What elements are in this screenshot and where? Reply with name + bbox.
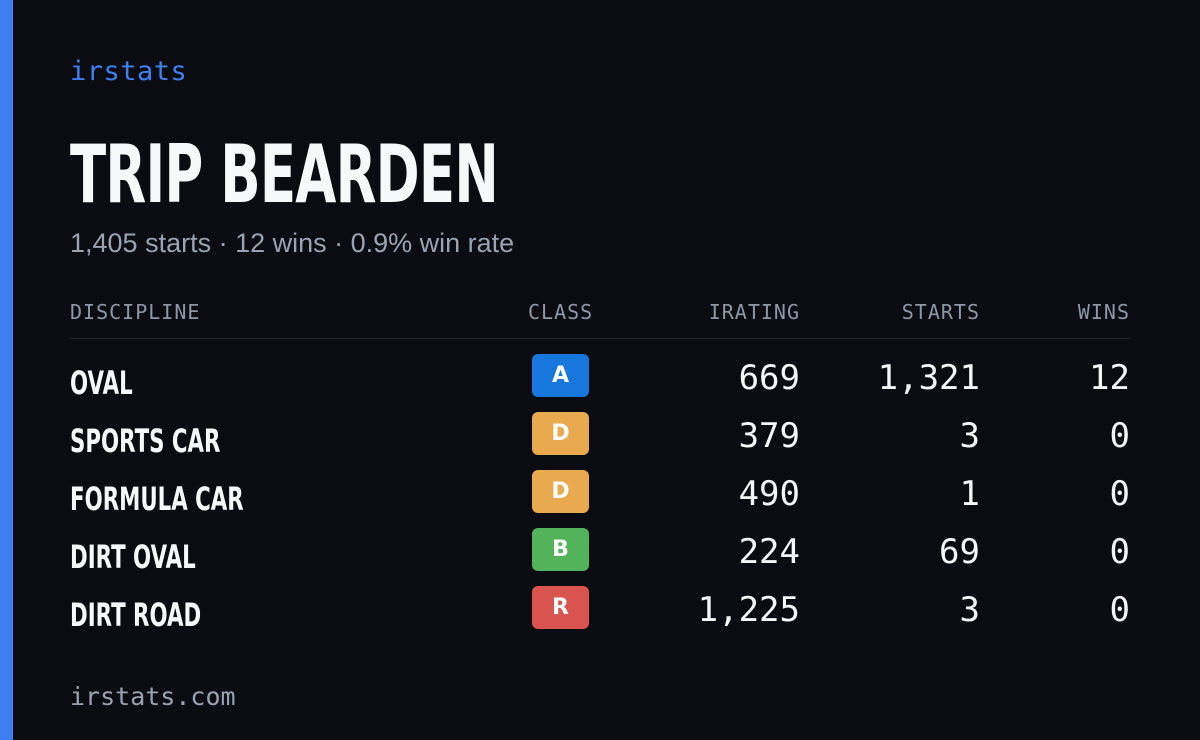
class-badge: A: [532, 354, 589, 397]
discipline-name: OVAL: [70, 366, 133, 403]
starts-value: 3: [959, 590, 980, 630]
header-wins: WINS: [1077, 300, 1130, 324]
table-row: DIRT OVAL B 224 69 0: [70, 528, 1130, 586]
header-irating: IRATING: [708, 300, 800, 324]
driver-summary: 1,405 starts · 12 wins · 0.9% win rate: [70, 228, 515, 258]
discipline-name: FORMULA CAR: [70, 482, 244, 519]
irating-value: 224: [738, 532, 800, 572]
discipline-name: SPORTS CAR: [70, 424, 221, 461]
stats-table-header: DISCIPLINE CLASS IRATING STARTS WINS: [70, 300, 1130, 339]
table-row: FORMULA CAR D 490 1 0: [70, 470, 1130, 528]
wins-value: 0: [1109, 590, 1130, 630]
header-starts: STARTS: [901, 300, 980, 324]
class-badge: B: [532, 528, 589, 571]
wins-value: 0: [1109, 474, 1130, 514]
starts-value: 1,321: [877, 358, 980, 398]
table-row: OVAL A 669 1,321 12: [70, 354, 1130, 412]
accent-bar: [0, 0, 13, 740]
starts-value: 69: [939, 532, 980, 572]
starts-value: 1: [959, 474, 980, 514]
wins-value: 12: [1089, 358, 1130, 398]
brand-logo: irstats: [70, 56, 188, 87]
class-badge: R: [532, 586, 589, 629]
irating-value: 379: [738, 416, 800, 456]
irating-value: 490: [738, 474, 800, 514]
table-row: SPORTS CAR D 379 3 0: [70, 412, 1130, 470]
wins-value: 0: [1109, 416, 1130, 456]
class-badge: D: [532, 470, 589, 513]
driver-name: TRIP BEARDEN: [70, 128, 499, 223]
starts-value: 3: [959, 416, 980, 456]
discipline-name: DIRT OVAL: [70, 540, 196, 577]
irating-value: 1,225: [697, 590, 800, 630]
irating-value: 669: [738, 358, 800, 398]
discipline-name: DIRT ROAD: [70, 598, 202, 635]
footer-url: irstats.com: [70, 682, 236, 711]
header-class: CLASS: [528, 300, 594, 324]
table-row: DIRT ROAD R 1,225 3 0: [70, 586, 1130, 644]
wins-value: 0: [1109, 532, 1130, 572]
class-badge: D: [532, 412, 589, 455]
header-discipline: DISCIPLINE: [70, 300, 201, 324]
